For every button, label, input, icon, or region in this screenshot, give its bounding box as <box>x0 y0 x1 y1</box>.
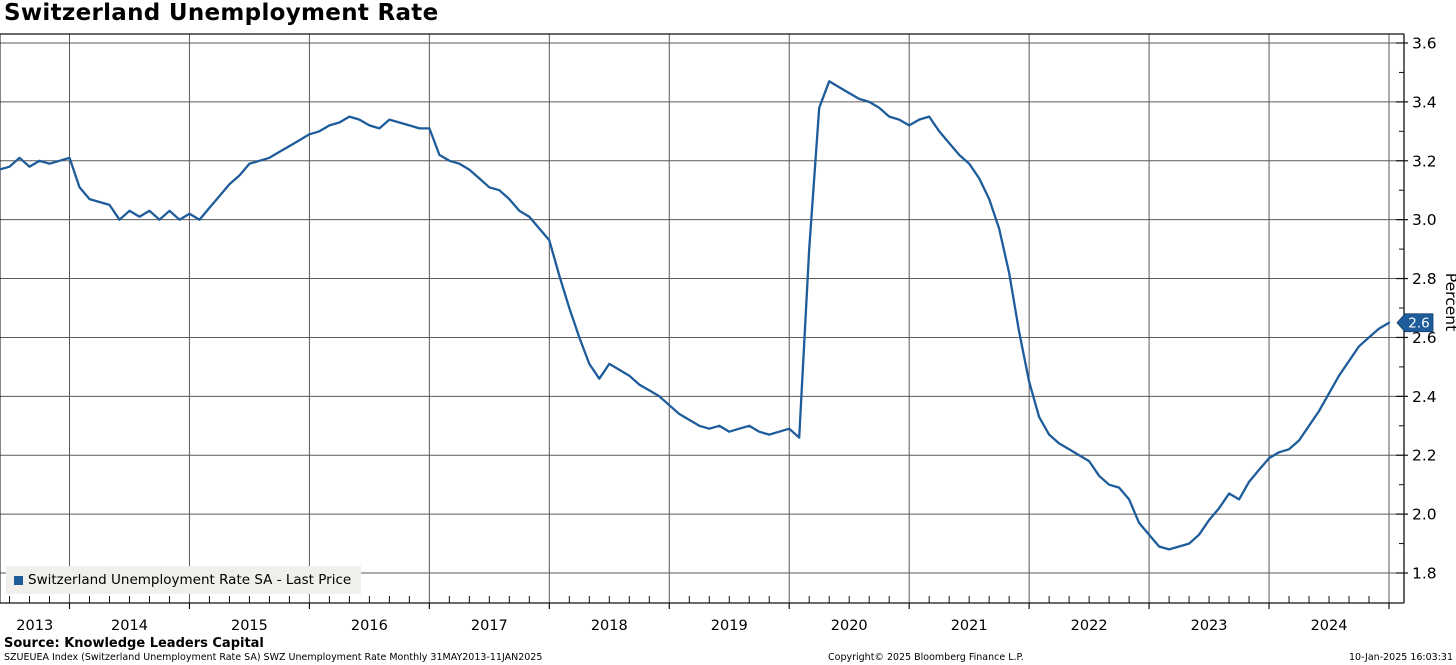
x-axis-labels: 2013 2014 2015 2016 2017 2018 2019 2020 2021 2022… <box>16 618 1347 634</box>
axis-ticks <box>9 42 1408 609</box>
legend: Switzerland Unemployment Rate SA - Last … <box>6 566 362 594</box>
svg-text:2018: 2018 <box>591 618 628 634</box>
svg-text:2.6: 2.6 <box>1408 316 1429 332</box>
chart-timestamp: 10-Jan-2025 16:03:31 <box>1349 652 1453 663</box>
svg-text:2.8: 2.8 <box>1412 270 1437 288</box>
svg-text:2.4: 2.4 <box>1412 388 1437 406</box>
svg-text:2020: 2020 <box>831 618 868 634</box>
svg-text:3.4: 3.4 <box>1412 93 1437 111</box>
svg-text:2.0: 2.0 <box>1412 506 1437 524</box>
grid-lines <box>0 34 1404 603</box>
svg-text:3.2: 3.2 <box>1412 152 1437 170</box>
svg-text:2013: 2013 <box>16 618 53 634</box>
svg-text:2016: 2016 <box>351 618 388 634</box>
copyright-notice: Copyright© 2025 Bloomberg Finance L.P. <box>828 652 1024 663</box>
plot-border <box>0 33 1405 604</box>
svg-text:2019: 2019 <box>711 618 748 634</box>
unemployment-rate-series-line <box>0 80 1391 551</box>
svg-text:2024: 2024 <box>1311 618 1348 634</box>
svg-text:3.6: 3.6 <box>1412 35 1437 53</box>
ticker-description: SZUEUEA Index (Switzerland Unemployment … <box>4 652 543 663</box>
legend-series-marker-icon <box>14 575 23 585</box>
svg-text:2.2: 2.2 <box>1412 447 1437 465</box>
page-title: Switzerland Unemployment Rate <box>4 0 439 26</box>
svg-text:2015: 2015 <box>231 618 268 634</box>
svg-text:2021: 2021 <box>951 618 988 634</box>
svg-text:2023: 2023 <box>1191 618 1228 634</box>
svg-text:2022: 2022 <box>1071 618 1108 634</box>
svg-text:2.6: 2.6 <box>1412 329 1437 347</box>
legend-series-label: Switzerland Unemployment Rate SA - Last … <box>28 572 352 588</box>
svg-text:2014: 2014 <box>111 618 148 634</box>
y-axis-labels: 3.6 3.4 3.2 3.0 2.8 2.6 2.4 2.2 2.0 1.8 <box>1412 35 1437 583</box>
last-price-tag: 2.6 <box>1396 313 1434 333</box>
svg-text:2017: 2017 <box>471 618 508 634</box>
svg-text:3.0: 3.0 <box>1412 211 1437 229</box>
y-axis-title: Percent <box>1442 273 1456 331</box>
source-attribution: Source: Knowledge Leaders Capital <box>4 636 264 651</box>
svg-text:1.8: 1.8 <box>1412 565 1437 583</box>
